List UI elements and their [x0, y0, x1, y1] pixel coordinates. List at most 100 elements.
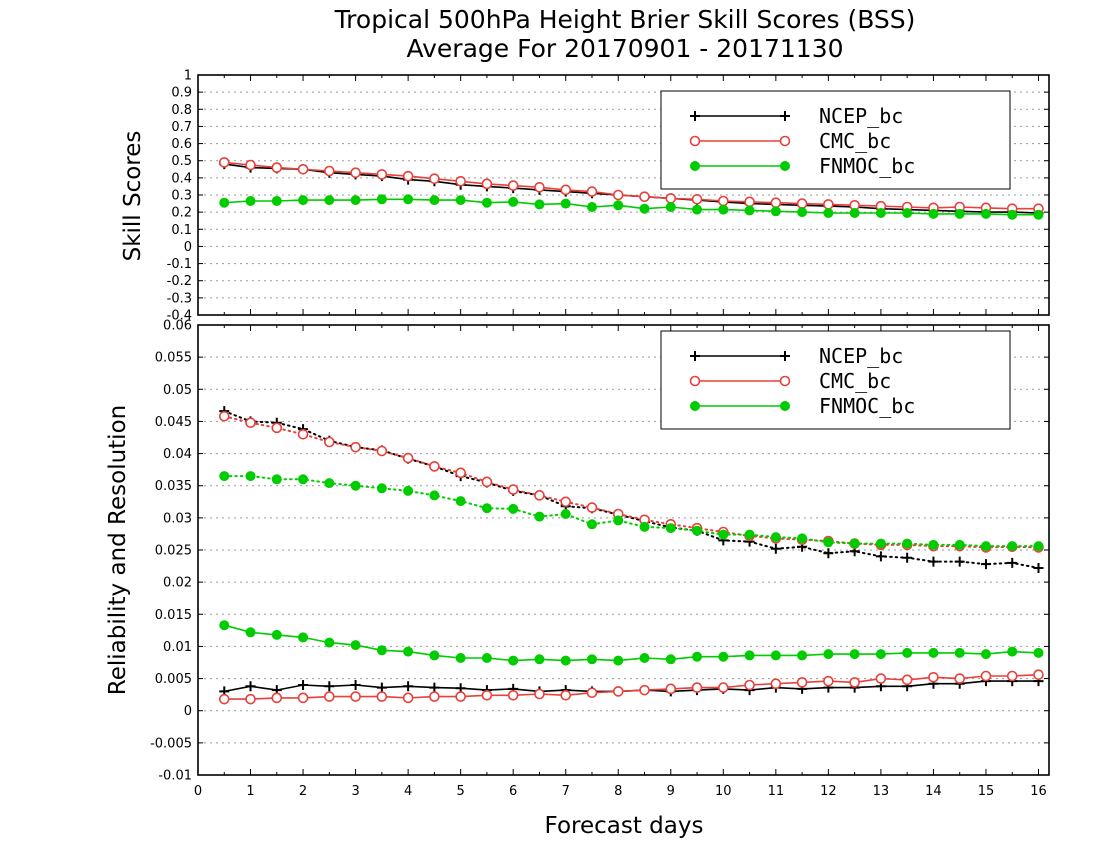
- top-y-tick-label: -0.3: [167, 291, 192, 306]
- bottom-data-point-CMC_bc: [534, 490, 545, 501]
- bottom-data-point-CMC_bc: [744, 679, 755, 691]
- chart-title: Tropical 500hPa Height Brier Skill Score…: [334, 5, 916, 34]
- bottom-data-point-FNMOC_bc: [639, 521, 650, 532]
- top-data-point-CMC_bc: [245, 159, 256, 171]
- top-data-point-FNMOC_bc: [797, 207, 808, 218]
- top-y-tick-label: 1: [184, 69, 192, 84]
- top-legend-marker-FNMOC_bc: [780, 161, 790, 171]
- bottom-data-point-FNMOC_bc: [1007, 541, 1018, 552]
- bottom-data-point-NCEP_bc: [1007, 557, 1018, 568]
- bottom-legend-label-FNMOC_bc: FNMOC_bc: [819, 394, 915, 418]
- top-data-point-FNMOC_bc: [849, 208, 860, 218]
- bottom-data-point-FNMOC_bc: [429, 490, 440, 501]
- bottom-series-line-NCEP_bc: [224, 680, 1039, 693]
- x-tick-label: 1: [246, 784, 254, 799]
- bottom-data-point-FNMOC_bc: [797, 650, 808, 661]
- bottom-data-point-FNMOC_bc: [219, 471, 230, 482]
- bottom-series-line-CMC_bc-dotted: [223, 415, 1040, 549]
- top-y-tick-label: -0.2: [167, 274, 192, 289]
- bottom-data-point-FNMOC_bc: [534, 511, 545, 522]
- bottom-data-point-FNMOC_bc: [665, 523, 676, 534]
- bottom-plot-frame: [197, 324, 1050, 776]
- bottom-y-tick-label: 0.05: [163, 383, 192, 398]
- bottom-data-point-FNMOC_bc: [586, 654, 597, 665]
- x-tick-label: 5: [457, 784, 465, 799]
- bottom-legend-marker-CMC_bc: [779, 375, 791, 387]
- top-legend-box: [660, 90, 1011, 190]
- bottom-y-tick-label: 0.06: [163, 319, 192, 334]
- bottom-data-point-FNMOC_bc: [455, 496, 466, 507]
- top-data-point-FNMOC_bc: [718, 204, 729, 215]
- bottom-data-point-FNMOC_bc: [298, 474, 309, 485]
- x-tick-label: 13: [873, 784, 890, 799]
- bottom-data-point-CMC_bc: [901, 674, 913, 686]
- bottom-data-point-FNMOC_bc: [902, 647, 913, 658]
- top-data-point-CMC_bc: [429, 173, 440, 185]
- x-tick-label: 3: [351, 784, 359, 799]
- bottom-data-point-FNMOC_bc: [403, 646, 414, 657]
- bottom-y-tick-label: 0.045: [155, 415, 192, 430]
- top-data-point-CMC_bc: [402, 170, 414, 182]
- top-y-tick-label: 0.3: [171, 189, 192, 204]
- bottom-data-point-CMC_bc: [297, 428, 309, 440]
- bottom-data-point-FNMOC_bc: [219, 620, 230, 631]
- bottom-data-point-CMC_bc: [324, 436, 335, 448]
- bottom-data-point-CMC_bc: [954, 673, 965, 684]
- bottom-data-point-CMC_bc: [350, 691, 361, 702]
- top-y-tick-label: 0.8: [171, 103, 192, 118]
- bottom-data-point-CMC_bc: [665, 683, 677, 695]
- top-data-point-FNMOC_bc: [744, 205, 755, 216]
- bottom-legend-marker-NCEP_bc: [780, 351, 790, 361]
- bottom-data-point-CMC_bc: [218, 693, 230, 705]
- bottom-data-point-FNMOC_bc: [508, 655, 519, 666]
- top-data-point-CMC_bc: [218, 157, 230, 168]
- bottom-data-point-CMC_bc: [271, 422, 283, 434]
- top-data-point-FNMOC_bc: [980, 208, 991, 219]
- bottom-data-point-NCEP_bc: [245, 681, 256, 692]
- bottom-data-point-NCEP_bc: [403, 681, 414, 692]
- bottom-data-point-FNMOC_bc: [1007, 646, 1018, 657]
- top-data-point-FNMOC_bc: [1007, 209, 1018, 220]
- top-data-point-CMC_bc: [770, 197, 782, 209]
- bottom-data-point-FNMOC_bc: [718, 651, 729, 662]
- top-data-point-FNMOC_bc: [586, 202, 597, 212]
- top-data-point-FNMOC_bc: [875, 208, 886, 218]
- bottom-data-point-FNMOC_bc: [980, 541, 991, 552]
- bottom-data-point-CMC_bc: [823, 675, 834, 687]
- top-legend-label-FNMOC_bc: FNMOC_bc: [819, 154, 915, 178]
- top-data-point-CMC_bc: [455, 175, 466, 187]
- top-y-tick-label: 0.5: [171, 154, 192, 169]
- bottom-data-point-CMC_bc: [245, 417, 256, 429]
- bottom-data-point-CMC_bc: [429, 691, 440, 702]
- top-data-point-FNMOC_bc: [770, 206, 781, 217]
- chart-subtitle: Average For 20170901 - 20171130: [406, 34, 843, 63]
- top-data-point-FNMOC_bc: [455, 195, 466, 206]
- bottom-data-point-FNMOC_bc: [508, 503, 519, 514]
- bottom-data-point-NCEP_bc: [770, 543, 781, 554]
- x-tick-label: 14: [925, 784, 942, 799]
- bottom-data-point-NCEP_bc: [823, 548, 834, 559]
- top-y-tick-label: -0.4: [167, 309, 192, 324]
- bottom-data-point-CMC_bc: [481, 689, 493, 701]
- bottom-data-point-FNMOC_bc: [665, 654, 676, 665]
- bottom-data-point-CMC_bc: [481, 476, 493, 488]
- bottom-data-point-FNMOC_bc: [692, 651, 703, 662]
- bottom-y-tick-label: 0.035: [155, 479, 192, 494]
- bottom-data-point-FNMOC_bc: [849, 649, 860, 660]
- bottom-data-point-NCEP_bc: [954, 556, 965, 567]
- bottom-data-point-FNMOC_bc: [324, 478, 335, 489]
- bottom-legend-marker-CMC_bc: [689, 375, 701, 387]
- top-data-point-FNMOC_bc: [403, 194, 414, 205]
- top-data-point-CMC_bc: [665, 193, 677, 204]
- bottom-data-point-FNMOC_bc: [245, 627, 256, 638]
- bottom-data-point-FNMOC_bc: [718, 529, 729, 540]
- bottom-data-point-NCEP_bc: [298, 680, 309, 690]
- top-data-point-FNMOC_bc: [692, 204, 703, 215]
- top-data-point-CMC_bc: [691, 193, 703, 205]
- top-legend-marker-CMC_bc: [779, 135, 791, 147]
- reliability-resolution-panel: 0.060.0550.050.0450.040.0350.030.0250.02…: [150, 319, 1050, 799]
- bottom-legend-label-NCEP_bc: NCEP_bc: [819, 344, 903, 368]
- top-legend-marker-FNMOC_bc: [690, 161, 700, 171]
- bottom-data-point-FNMOC_bc: [849, 538, 860, 549]
